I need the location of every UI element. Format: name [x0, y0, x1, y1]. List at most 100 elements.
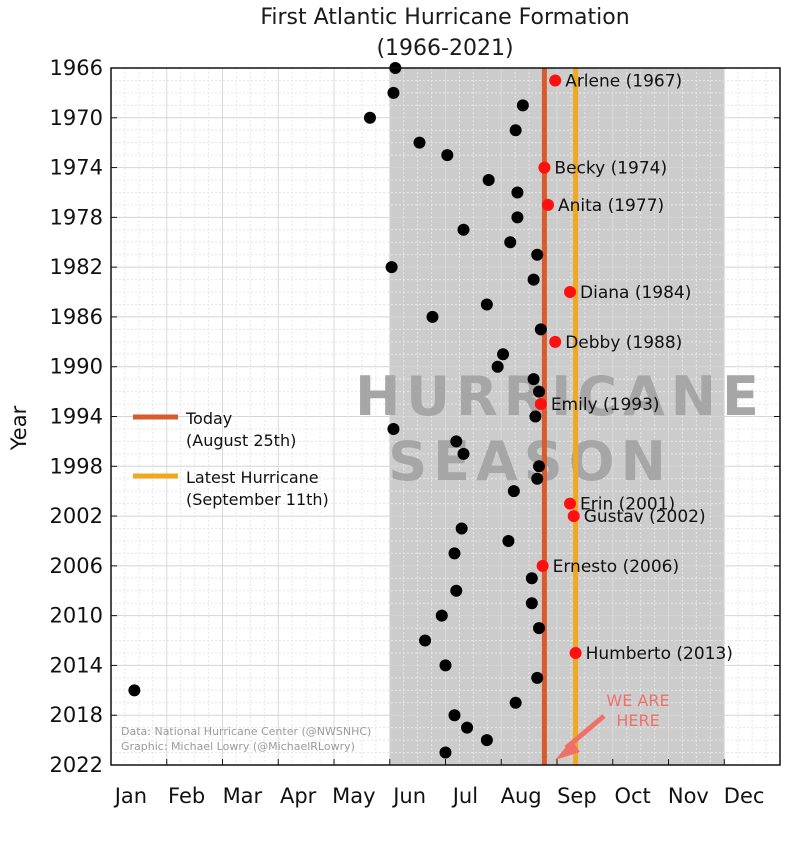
hurricane-point — [128, 684, 141, 697]
hurricane-point — [527, 273, 540, 286]
season-label-line1: HURRICANE — [355, 365, 765, 428]
season-label-group: HURRICANE SEASON — [355, 365, 765, 493]
hurricane-point — [435, 609, 448, 622]
hurricane-point — [509, 124, 522, 137]
late-hurricane-point — [534, 398, 547, 411]
hurricane-point — [450, 435, 463, 448]
chart-subtitle: (1966-2021) — [376, 36, 513, 61]
x-tick-label: Sep — [557, 784, 597, 808]
late-hurricane-point — [567, 510, 580, 523]
hurricane-point — [480, 734, 493, 747]
point-label: Arlene (1967) — [565, 71, 682, 91]
hurricane-point — [533, 385, 546, 398]
hurricane-point — [533, 460, 546, 473]
late-hurricane-point — [549, 335, 562, 348]
hurricane-point — [457, 447, 470, 460]
hurricane-point — [529, 410, 542, 423]
y-tick-label: 1974 — [50, 156, 103, 180]
y-tick-label: 1978 — [50, 205, 103, 229]
hurricane-point — [491, 360, 504, 373]
legend-today-date: (August 25th) — [186, 431, 296, 450]
x-tick-label: Apr — [280, 784, 317, 808]
point-label: Erin (2001) — [580, 495, 675, 515]
hurricane-point — [531, 472, 544, 485]
x-tick-label: May — [332, 784, 375, 808]
legend-today-label: Today — [185, 409, 232, 428]
hurricane-point — [441, 149, 454, 162]
hurricane-point — [525, 572, 538, 585]
y-tick-label: 2002 — [50, 504, 103, 528]
hurricane-point — [461, 721, 474, 734]
hurricane-point — [516, 99, 529, 112]
hurricane-point — [504, 236, 517, 249]
late-hurricane-point — [542, 198, 555, 211]
hurricane-point — [533, 622, 546, 635]
late-hurricane-point — [564, 497, 577, 510]
hurricane-point — [534, 323, 547, 336]
late-hurricane-point — [549, 74, 562, 87]
hurricane-point — [531, 671, 544, 684]
hurricane-point — [507, 485, 520, 498]
credit-data: Data: National Hurricane Center (@NWSNHC… — [121, 725, 371, 738]
x-tick-label: Feb — [168, 784, 205, 808]
hurricane-point — [531, 248, 544, 261]
y-axis-label: Year — [7, 405, 31, 451]
we-are-here-line1: WE ARE — [606, 691, 669, 710]
late-hurricane-point — [564, 286, 577, 299]
x-tick-label: Jun — [391, 784, 426, 808]
point-label: Humberto (2013) — [586, 644, 733, 664]
y-tick-label: 2022 — [50, 753, 103, 777]
point-label: Ernesto (2006) — [553, 557, 680, 577]
y-tick-label: 1966 — [50, 56, 103, 80]
axes: 1966 1970 1974 1978 1982 1986 1990 1994 1998 2002… — [50, 56, 781, 808]
hurricane-point — [439, 746, 452, 759]
hurricane-point — [413, 136, 426, 149]
late-hurricane-point — [536, 559, 549, 572]
chart-title: First Atlantic Hurricane Formation — [260, 5, 629, 30]
y-tick-label: 1982 — [50, 255, 103, 279]
credit-graphic: Graphic: Michael Lowry (@MichaelRLowry) — [121, 740, 355, 753]
hurricane-point — [448, 709, 461, 722]
hurricane-point — [363, 111, 376, 124]
hurricane-point — [525, 597, 538, 610]
legend: Today (August 25th) Latest Hurricane (Se… — [133, 409, 329, 509]
hurricane-point — [387, 86, 400, 99]
legend-latest-date: (September 11th) — [186, 490, 329, 509]
point-label: Anita (1977) — [558, 196, 664, 216]
x-tick-label: Dec — [724, 784, 765, 808]
hurricane-point — [439, 659, 452, 672]
hurricane-point — [480, 298, 493, 311]
we-are-here-annotation: WE ARE HERE — [555, 691, 670, 760]
hurricane-point — [448, 547, 461, 560]
y-tick-label: 1970 — [50, 106, 103, 130]
y-tick-label: 1998 — [50, 454, 103, 478]
hurricane-point — [387, 422, 400, 435]
season-label-line2: SEASON — [388, 430, 672, 493]
point-label: Gustav (2002) — [584, 507, 706, 527]
hurricane-point — [482, 174, 495, 187]
point-label: Debby (1988) — [565, 333, 682, 353]
late-hurricane-point — [569, 646, 582, 659]
y-tick-label: 2018 — [50, 703, 103, 727]
hurricane-point — [385, 261, 398, 274]
x-tick-label: Mar — [223, 784, 263, 808]
y-tick-label: 2006 — [50, 554, 103, 578]
hurricane-point — [511, 211, 524, 224]
legend-latest-label: Latest Hurricane — [186, 468, 319, 487]
x-tick-label: Oct — [614, 784, 650, 808]
hurricane-point — [502, 534, 515, 547]
point-labels: Arlene (1967) Becky (1974) Anita (1977) Dia… — [551, 71, 733, 664]
x-tick-label: Jul — [451, 784, 478, 808]
y-tick-label: 1994 — [50, 405, 103, 429]
point-label: Emily (1993) — [551, 395, 660, 415]
data-points — [128, 62, 582, 759]
hurricane-point — [457, 223, 470, 236]
x-tick-label: Aug — [501, 784, 542, 808]
point-label: Becky (1974) — [554, 159, 667, 179]
y-tick-label: 2010 — [50, 604, 103, 628]
point-label: Diana (1984) — [580, 283, 691, 303]
x-tick-label: Jan — [113, 784, 147, 808]
x-tick-label: Nov — [668, 784, 709, 808]
hurricane-point — [419, 634, 432, 647]
